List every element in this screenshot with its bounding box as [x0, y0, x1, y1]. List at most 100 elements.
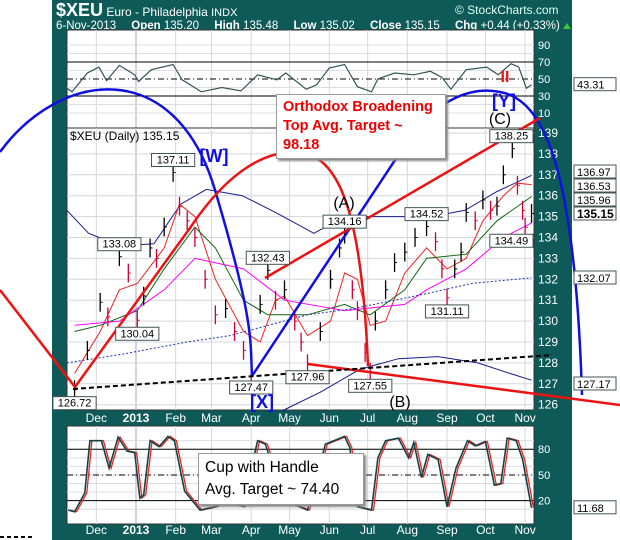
- stochastic-tick-label: 80: [538, 444, 550, 456]
- stochastic-current-value: 11.68: [577, 503, 604, 515]
- price-tick-label: 127: [538, 377, 558, 391]
- rsi-tick-label: 30: [538, 91, 550, 103]
- stochastic-k-line: [67, 435, 533, 513]
- price-tick-label: 135: [538, 210, 558, 224]
- x-tick-label: Apr: [242, 523, 261, 537]
- x-tick-label: Feb: [165, 523, 186, 537]
- x-tick-label: Jul: [360, 411, 375, 425]
- price-point-label: 127.96: [291, 372, 325, 384]
- rsi-tick-label: 10: [538, 108, 550, 120]
- x-tick-label: Apr: [242, 411, 261, 425]
- price-point-label-box: [97, 237, 142, 252]
- x-tick-label: Jul: [360, 523, 375, 537]
- price-point-label-box: [229, 380, 274, 395]
- wave-label-b: (B): [389, 394, 410, 411]
- wave-label-a: (A): [333, 195, 354, 212]
- ma-short-line: [74, 182, 532, 374]
- chart-title: $XEU Euro - Philadelphia INDX: [56, 0, 237, 20]
- price-tick-label: 132: [538, 272, 558, 286]
- ma-dotted-value-box: [573, 270, 617, 285]
- x-tick-label: 2013: [123, 411, 150, 425]
- wave-label-ii: II: [501, 69, 510, 86]
- red-lower-trendline: [307, 362, 620, 407]
- wave-label-y: [Y]: [492, 91, 516, 111]
- price-point-label: 126.72: [58, 398, 92, 410]
- ma-short-value: 136.53: [577, 181, 611, 193]
- x-tick-label: Nov: [514, 523, 535, 537]
- price-point-label: 134.16: [328, 216, 362, 228]
- price-legend: $XEU (Daily) 135.15: [70, 129, 180, 143]
- low-label: Low: [293, 20, 317, 32]
- x-tick-label: Sep: [436, 411, 458, 425]
- orthodox-broadening-note: Orthodox Broadening Top Avg. Target ~ 98…: [276, 94, 446, 159]
- stochastic-tick-label: 50: [538, 470, 550, 482]
- x-tick-label: Jun: [320, 523, 339, 537]
- rsi-line: [66, 62, 532, 93]
- price-point-label-box: [348, 378, 393, 393]
- price-point-label: 130.04: [120, 328, 154, 340]
- price-point-label: 127.55: [353, 380, 387, 392]
- price-point-label: 132.43: [251, 252, 285, 264]
- close-value: 135.15: [404, 20, 440, 32]
- x-tick-label: May: [278, 523, 301, 537]
- last-price-value: 135.15: [577, 207, 614, 221]
- wave-label-c: (C): [489, 111, 511, 128]
- instrument-name: Euro - Philadelphia: [106, 5, 208, 19]
- cup-note-line2: Avg. Target ~ 74.40: [205, 481, 340, 498]
- x-tick-label: Oct: [476, 523, 495, 537]
- orthodox-note-line1: Orthodox Broadening: [283, 99, 433, 115]
- x-tick-label: Jun: [320, 411, 339, 425]
- price-point-label: 134.49: [495, 235, 529, 247]
- price-point-label-box: [151, 153, 196, 168]
- x-tick-label: Dec: [86, 411, 107, 425]
- upper-band-value-box: [573, 164, 617, 179]
- high-label: High: [214, 20, 240, 32]
- price-point-label-box: [489, 233, 534, 248]
- x-tick-label: Aug: [397, 411, 418, 425]
- lower-band-line: [281, 356, 532, 412]
- lower-band-value: 127.17: [577, 379, 611, 391]
- x-tick-label: Aug: [397, 523, 418, 537]
- price-tick-label: 131: [538, 293, 558, 307]
- price-point-label: 134.52: [410, 209, 444, 221]
- open-value: 135.20: [163, 20, 200, 32]
- rsi-current-value-box: [573, 77, 617, 92]
- ma-short-value-box: [573, 178, 617, 193]
- price-point-label-box: [285, 370, 330, 385]
- brand-watermark: © StockCharts.com: [455, 3, 559, 17]
- x-tick-label: Mar: [201, 523, 222, 537]
- close-label: Close: [370, 20, 402, 32]
- stochastic-d-line: [70, 435, 535, 513]
- x-tick-label: Nov: [514, 411, 535, 425]
- blue-arc-left: [0, 88, 254, 377]
- ma-mid-line: [74, 196, 532, 332]
- price-tick-label: 136: [538, 189, 558, 203]
- rsi-tick-label: 70: [538, 57, 550, 69]
- cup-note-line1: Cup with Handle: [205, 459, 319, 476]
- price-point-label-box: [52, 396, 97, 411]
- ma-dotted-value: 132.07: [577, 273, 611, 285]
- price-tick-label: 137: [538, 168, 558, 182]
- x-tick-label: 2013: [123, 523, 150, 537]
- x-tick-label: Feb: [165, 411, 186, 425]
- price-point-label-box: [115, 326, 160, 341]
- price-tick-label: 128: [538, 356, 558, 370]
- wave-label-x: [X]: [250, 392, 274, 412]
- price-point-label-box: [404, 207, 449, 222]
- orthodox-note-line2: Top Avg. Target ~ 98.18: [283, 118, 403, 153]
- price-tick-label: 130: [538, 314, 558, 328]
- price-tick-label: 126: [538, 398, 558, 412]
- upper-band-value: 136.97: [577, 167, 611, 179]
- x-tick-label: May: [278, 411, 301, 425]
- red-upper-trendline: [264, 116, 541, 280]
- cup-with-handle-note: Cup with Handle Avg. Target ~ 74.40: [198, 453, 364, 505]
- ma-dotted-line: [66, 277, 532, 364]
- price-tick-label: 129: [538, 335, 558, 349]
- change-value: +0.44 (+0.33%): [480, 20, 560, 32]
- rsi-tick-label: 90: [538, 40, 550, 52]
- change-label: Chg: [454, 20, 478, 32]
- symbol: $XEU: [56, 0, 104, 20]
- quote-line: 6-Nov-2013 Open 135.20 High 135.48 Low 1…: [56, 20, 571, 32]
- price-point-label: 131.11: [431, 306, 464, 318]
